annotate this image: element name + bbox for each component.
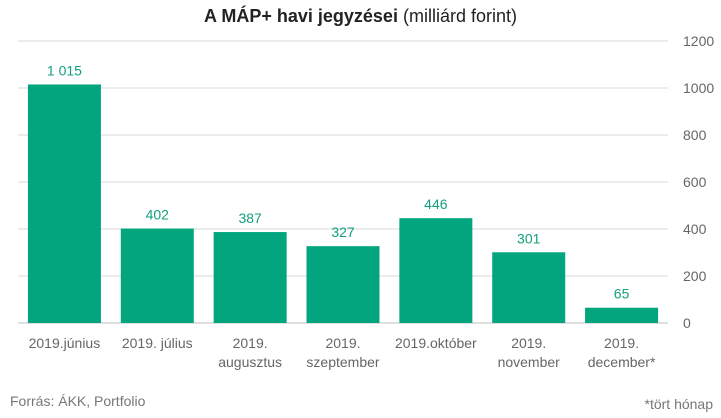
data-label: 327 [331,224,355,240]
data-label: 446 [424,196,448,212]
y-tick-label: 1200 [683,33,714,49]
category-label: 2019. december* [588,335,656,370]
data-label: 65 [614,286,630,302]
y-tick-label: 400 [683,221,707,237]
bar [213,232,287,323]
bar [492,252,566,323]
data-label: 1 015 [47,62,82,78]
bar [585,307,659,323]
bar-chart: 0 200 400 600 800 1000 1200 1 015 2019.június 402… [18,33,714,370]
y-tick-label: 1000 [683,80,714,96]
category-label: 2019.június [29,335,101,351]
footnote: *tört hónap [644,396,714,412]
y-tick-label: 600 [683,174,707,190]
y-tick-label: 800 [683,127,707,143]
source-note: Forrás: ÁKK, Portfolio [10,393,146,409]
category-label: 2019.október [395,335,477,351]
category-label: 2019. november [498,335,561,370]
category-label: 2019. július [122,335,193,351]
data-label: 387 [238,210,262,226]
bar [120,228,194,323]
bar [399,218,473,323]
chart-title: A MÁP+ havi jegyzései (milliárd forint) [0,6,721,27]
bar [27,84,101,323]
chart-title-unit: (milliárd forint) [397,6,517,26]
data-label: 402 [146,207,170,223]
y-tick-label: 0 [683,315,691,331]
chart-title-main: A MÁP+ havi jegyzései [204,6,398,26]
bar [306,246,380,323]
category-label: 2019. augusztus [218,335,282,370]
y-tick-label: 200 [683,268,707,284]
category-label: 2019. szeptember [306,335,379,370]
data-label: 301 [517,230,541,246]
